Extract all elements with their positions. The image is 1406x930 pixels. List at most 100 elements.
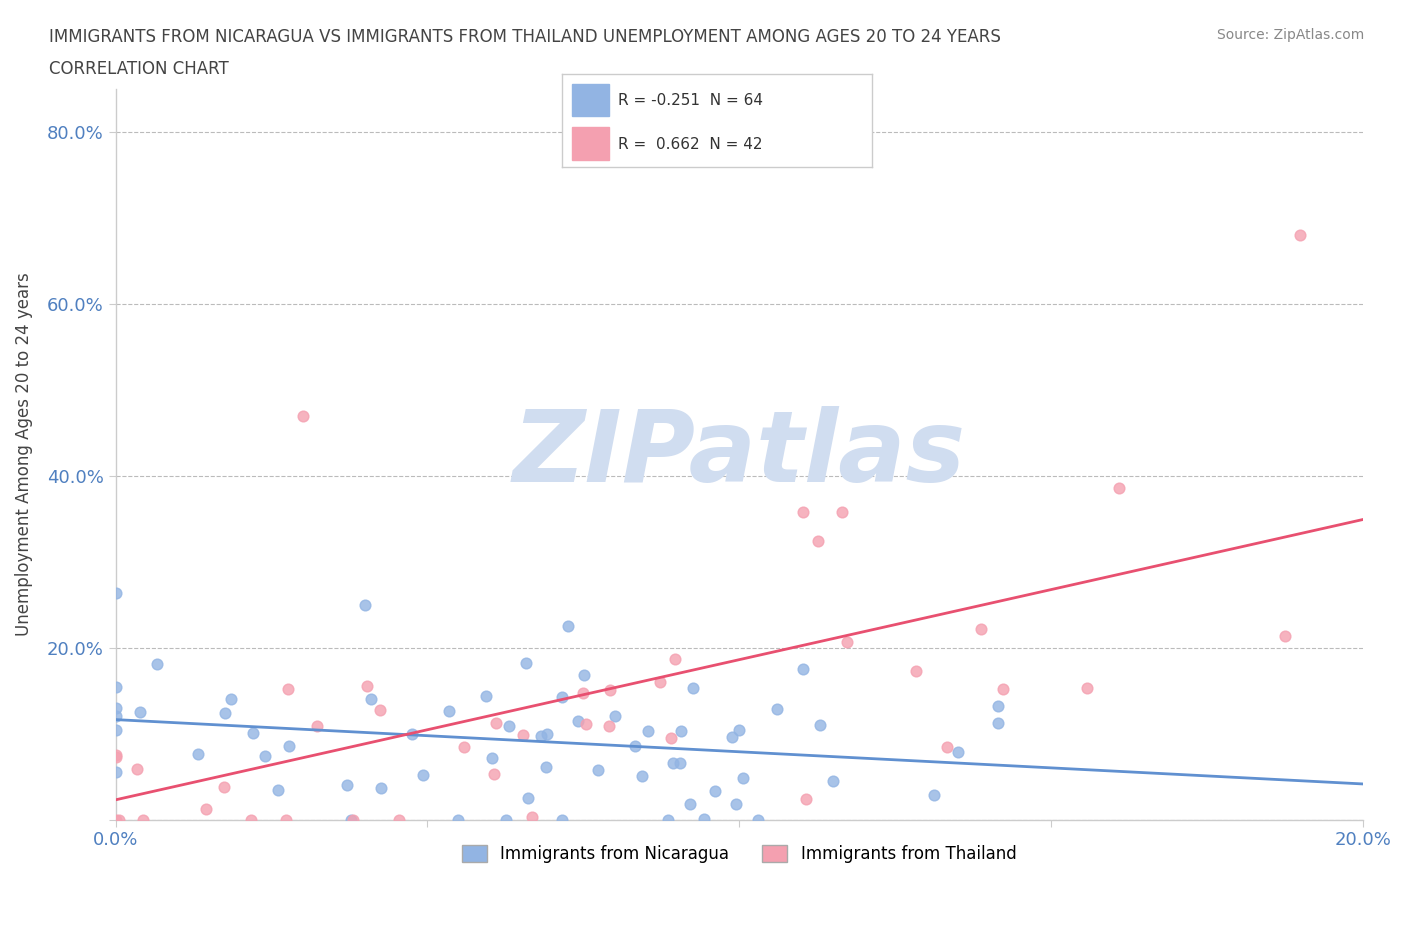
Immigrants from Nicaragua (536, 726, 558, 741)
Immigrants from Nicaragua (671, 724, 693, 738)
Immigrants from Nicaragua (682, 681, 704, 696)
Immigrants from Nicaragua (515, 656, 537, 671)
Immigrants from Nicaragua (104, 765, 127, 780)
Immigrants from Nicaragua (733, 771, 755, 786)
Immigrants from Thailand (572, 685, 595, 700)
Immigrants from Nicaragua (498, 718, 520, 733)
Immigrants from Nicaragua (637, 724, 659, 738)
Immigrants from Nicaragua (987, 715, 1010, 730)
Immigrants from Nicaragua (534, 760, 557, 775)
Immigrants from Nicaragua (412, 768, 434, 783)
Immigrants from Nicaragua (354, 597, 377, 612)
Immigrants from Thailand (599, 683, 621, 698)
Immigrants from Nicaragua (219, 691, 242, 706)
Immigrants from Nicaragua (823, 774, 845, 789)
Immigrants from Nicaragua (725, 796, 748, 811)
Immigrants from Nicaragua (104, 701, 127, 716)
Immigrants from Nicaragua (266, 783, 288, 798)
Immigrants from Thailand (831, 504, 853, 519)
Immigrants from Thailand (807, 534, 830, 549)
Immigrants from Nicaragua (572, 668, 595, 683)
Immigrants from Nicaragua (948, 744, 970, 759)
Text: ZIPatlas: ZIPatlas (513, 406, 966, 503)
Text: Source: ZipAtlas.com: Source: ZipAtlas.com (1216, 28, 1364, 42)
Immigrants from Nicaragua (104, 585, 127, 600)
Immigrants from Thailand (905, 664, 928, 679)
Immigrants from Nicaragua (495, 812, 517, 827)
Immigrants from Thailand (794, 791, 817, 806)
Immigrants from Thailand (305, 719, 328, 734)
Immigrants from Thailand (664, 652, 686, 667)
Text: IMMIGRANTS FROM NICARAGUA VS IMMIGRANTS FROM THAILAND UNEMPLOYMENT AMONG AGES 20: IMMIGRANTS FROM NICARAGUA VS IMMIGRANTS … (49, 28, 1001, 46)
Immigrants from Nicaragua (104, 722, 127, 737)
Immigrants from Nicaragua (447, 812, 470, 827)
Immigrants from Nicaragua (747, 812, 769, 827)
Immigrants from Nicaragua (727, 723, 749, 737)
Immigrants from Nicaragua (586, 762, 609, 777)
Immigrants from Thailand (835, 635, 858, 650)
Immigrants from Nicaragua (987, 698, 1010, 713)
Immigrants from Nicaragua (657, 812, 679, 827)
Immigrants from Thailand (575, 716, 598, 731)
Immigrants from Nicaragua (692, 812, 714, 827)
Bar (572, 127, 609, 160)
Immigrants from Nicaragua (104, 708, 127, 723)
Immigrants from Nicaragua (808, 718, 831, 733)
Immigrants from Nicaragua (336, 777, 359, 792)
Immigrants from Thailand (1289, 228, 1312, 243)
Immigrants from Thailand (104, 812, 127, 827)
Immigrants from Thailand (108, 812, 131, 827)
Immigrants from Thailand (1274, 629, 1296, 644)
Immigrants from Thailand (482, 766, 505, 781)
Immigrants from Nicaragua (530, 728, 553, 743)
Immigrants from Nicaragua (242, 725, 264, 740)
Immigrants from Thailand (512, 728, 534, 743)
Immigrants from Thailand (132, 812, 155, 827)
Immigrants from Thailand (342, 812, 364, 827)
Immigrants from Nicaragua (678, 797, 700, 812)
Legend: Immigrants from Nicaragua, Immigrants from Thailand: Immigrants from Nicaragua, Immigrants fr… (456, 838, 1024, 870)
Immigrants from Nicaragua (624, 739, 647, 754)
Immigrants from Thailand (104, 747, 127, 762)
Immigrants from Nicaragua (703, 784, 725, 799)
Immigrants from Thailand (291, 408, 314, 423)
Immigrants from Thailand (274, 812, 297, 827)
Y-axis label: Unemployment Among Ages 20 to 24 years: Unemployment Among Ages 20 to 24 years (15, 272, 32, 636)
Immigrants from Nicaragua (401, 726, 423, 741)
Immigrants from Nicaragua (214, 705, 236, 720)
Immigrants from Thailand (659, 731, 682, 746)
Text: CORRELATION CHART: CORRELATION CHART (49, 60, 229, 78)
Immigrants from Nicaragua (792, 661, 814, 676)
Immigrants from Thailand (453, 739, 475, 754)
Immigrants from Nicaragua (517, 791, 540, 806)
Immigrants from Thailand (127, 762, 149, 777)
Immigrants from Thailand (485, 715, 508, 730)
Immigrants from Nicaragua (370, 781, 392, 796)
Immigrants from Nicaragua (254, 748, 277, 763)
Bar (572, 84, 609, 116)
Immigrants from Nicaragua (631, 768, 654, 783)
Immigrants from Thailand (520, 809, 543, 824)
Immigrants from Nicaragua (721, 730, 744, 745)
Immigrants from Nicaragua (339, 812, 361, 827)
Immigrants from Thailand (1108, 481, 1130, 496)
Immigrants from Nicaragua (278, 738, 301, 753)
Text: R =  0.662  N = 42: R = 0.662 N = 42 (619, 137, 762, 152)
Immigrants from Nicaragua (766, 701, 789, 716)
Immigrants from Nicaragua (481, 751, 503, 765)
Immigrants from Nicaragua (437, 704, 460, 719)
Immigrants from Nicaragua (128, 704, 150, 719)
Immigrants from Thailand (792, 504, 814, 519)
Immigrants from Nicaragua (922, 788, 945, 803)
Immigrants from Thailand (388, 812, 411, 827)
Text: R = -0.251  N = 64: R = -0.251 N = 64 (619, 93, 763, 108)
Immigrants from Nicaragua (187, 747, 209, 762)
Immigrants from Nicaragua (557, 619, 579, 634)
Immigrants from Thailand (1076, 680, 1098, 695)
Immigrants from Nicaragua (662, 755, 685, 770)
Immigrants from Nicaragua (551, 812, 574, 827)
Immigrants from Nicaragua (475, 688, 498, 703)
Immigrants from Thailand (598, 719, 620, 734)
Immigrants from Nicaragua (104, 680, 127, 695)
Immigrants from Thailand (356, 679, 378, 694)
